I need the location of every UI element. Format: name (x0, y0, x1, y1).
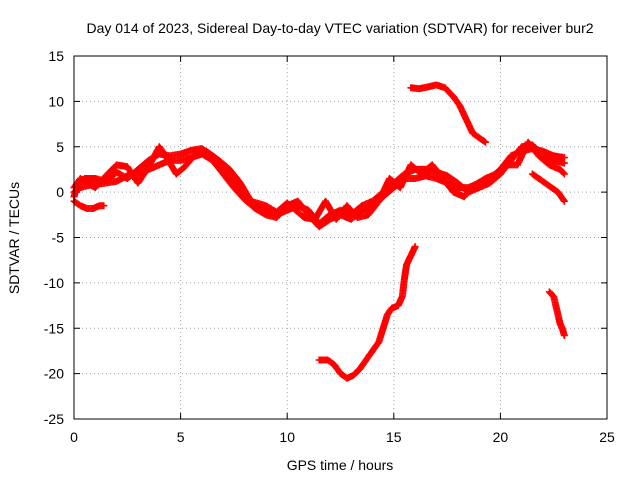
data-point (411, 243, 419, 251)
data-point (100, 202, 108, 210)
y-tick-label: 15 (48, 48, 64, 64)
tick-layer: 0 5 10 15 20 25 -25 -20 -15 -10 -5 0 5 10 15 (44, 48, 615, 445)
series-track-f (315, 243, 419, 382)
data-point (559, 196, 567, 204)
x-tick-label: 20 (493, 429, 509, 445)
data-point (560, 170, 568, 178)
data-layer (70, 81, 568, 382)
series-track-g (528, 170, 568, 205)
x-tick-label: 10 (279, 429, 295, 445)
series-track-h (545, 288, 568, 339)
y-tick-label: -25 (44, 411, 64, 427)
y-tick-label: 5 (56, 139, 64, 155)
x-axis-label: GPS time / hours (287, 457, 394, 473)
series-track-e (407, 81, 489, 146)
x-tick-label: 25 (599, 429, 615, 445)
data-point (559, 169, 567, 177)
data-point (482, 138, 489, 146)
chart-title: Day 014 of 2023, Sidereal Day-to-day VTE… (86, 20, 593, 36)
y-tick-label: -10 (44, 275, 64, 291)
y-tick-label: -5 (52, 230, 65, 246)
series-track-c (70, 138, 568, 223)
x-tick-label: 15 (386, 429, 402, 445)
y-tick-label: -15 (44, 320, 64, 336)
plot-frame (73, 55, 608, 420)
y-tick-label: 0 (56, 184, 64, 200)
y-tick-label: 10 (48, 93, 64, 109)
grid-layer (74, 56, 607, 419)
x-tick-label: 0 (70, 429, 78, 445)
data-point (480, 137, 488, 145)
data-point (560, 154, 568, 162)
series-track-d (70, 197, 108, 212)
x-tick-label: 5 (177, 429, 185, 445)
y-axis-label: SDTVAR / TECUs (6, 182, 22, 294)
data-point (560, 332, 568, 339)
data-point (560, 197, 568, 205)
y-tick-label: -20 (44, 366, 64, 382)
